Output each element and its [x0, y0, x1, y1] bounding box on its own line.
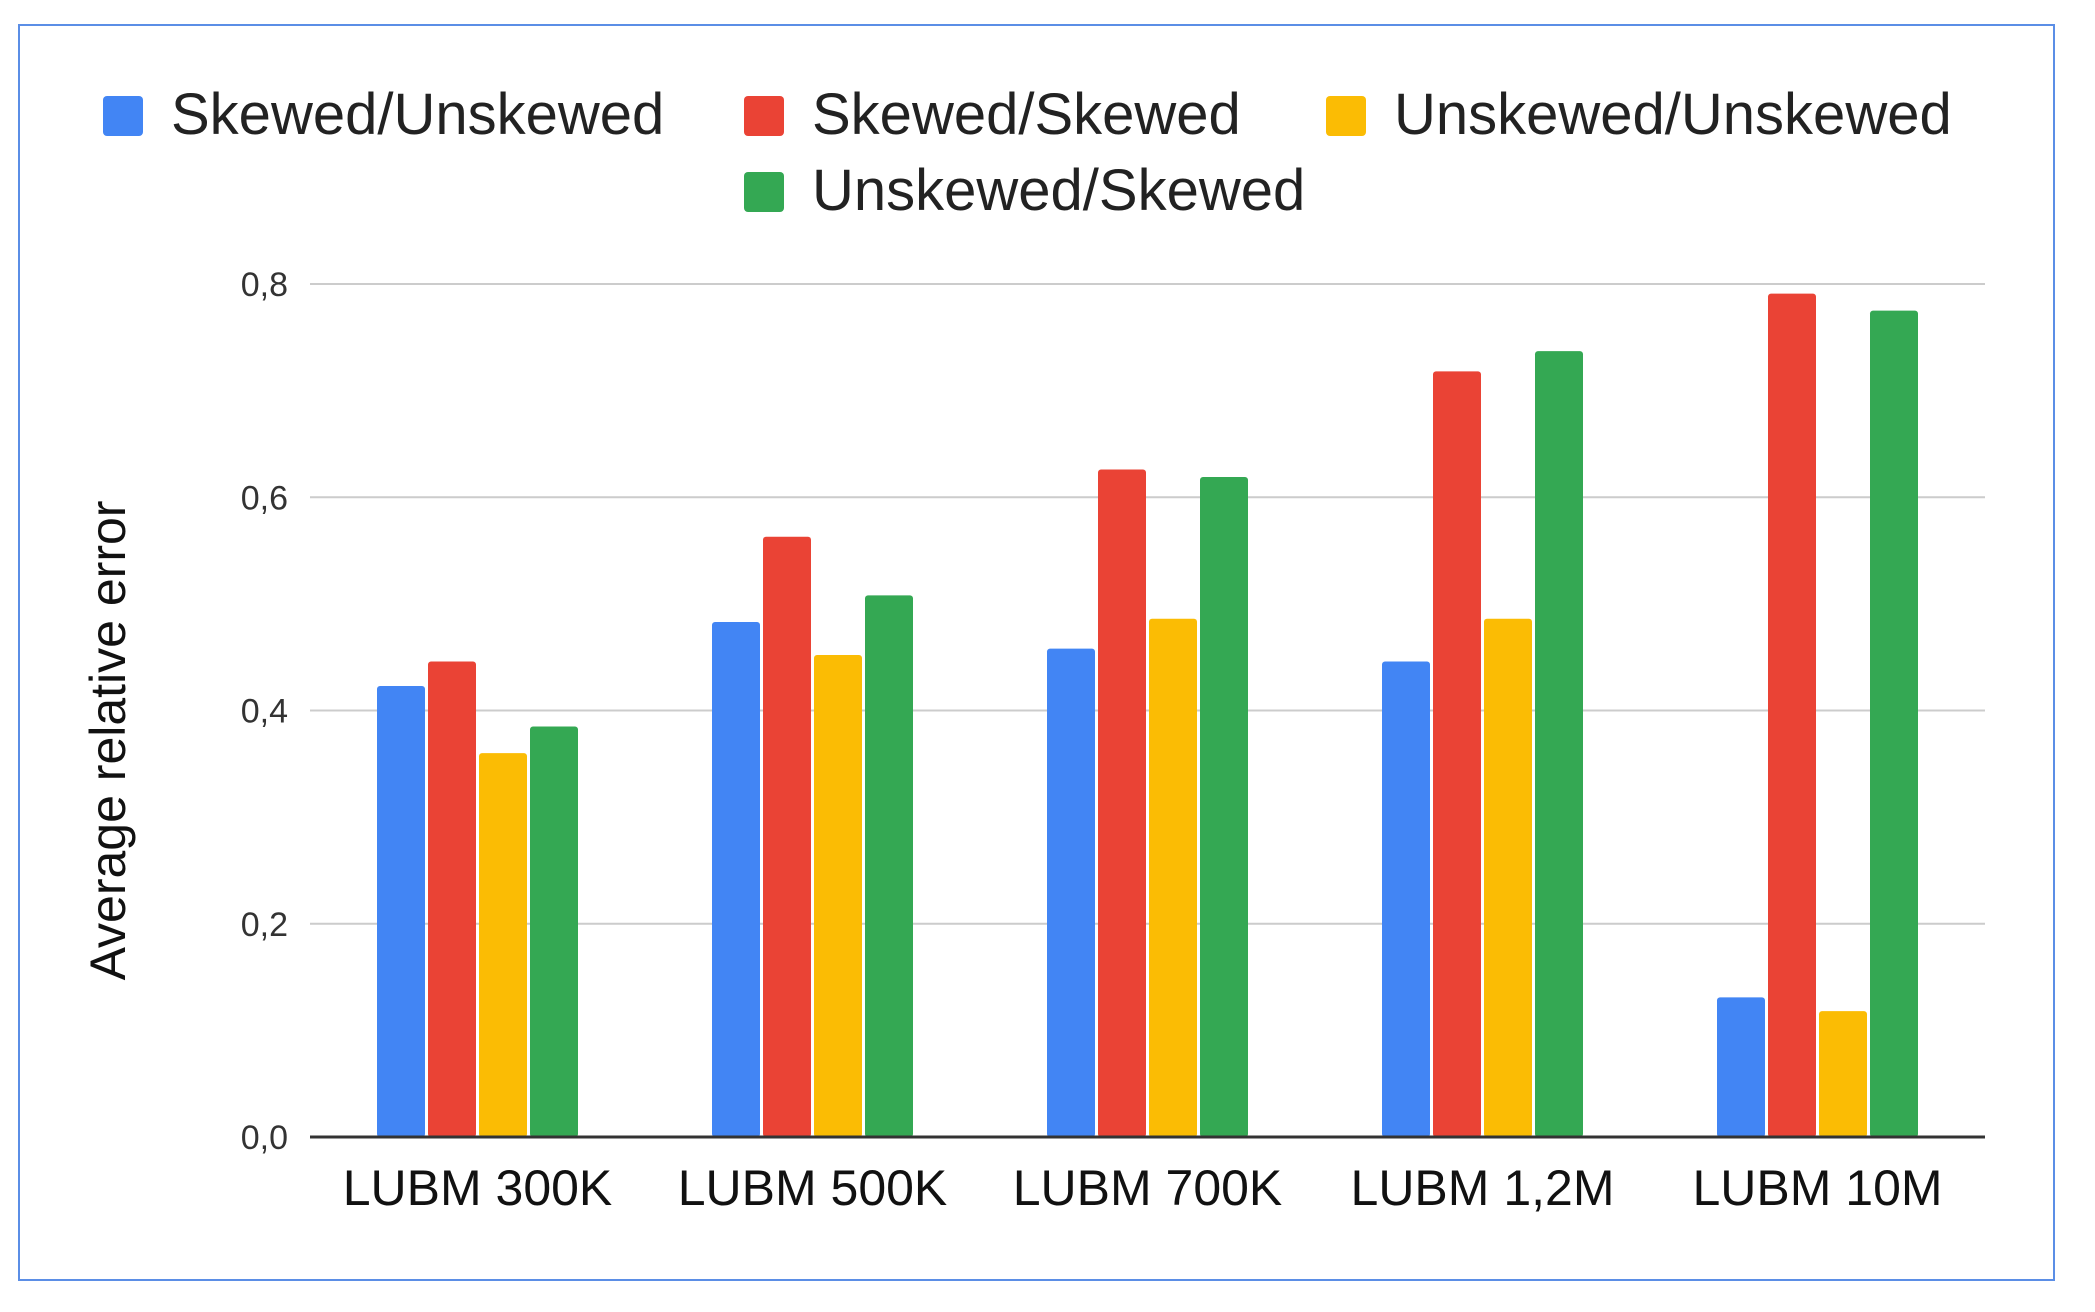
bar-unskewed-skewed-lubm-300k [530, 726, 578, 1137]
category-label: LUBM 700K [1013, 1160, 1283, 1216]
legend: Skewed/Unskewed Skewed/Skewed Unskewed/Uns… [103, 82, 1952, 223]
category-labels: LUBM 300K LUBM 500K LUBM 700K LUBM 1,2M LUBM… [343, 1160, 1943, 1216]
bar-unskewed-unskewed-lubm-10m [1819, 1011, 1867, 1137]
y-tick-labels: 0,0 0,2 0,4 0,6 0,8 [241, 266, 288, 1157]
y-axis-title: Average relative error [80, 501, 136, 981]
bar-skewed-skewed-lubm-10m [1768, 293, 1816, 1137]
bar-unskewed-skewed-lubm-500k [865, 595, 913, 1137]
category-label: LUBM 300K [343, 1160, 613, 1216]
y-tick-label: 0,2 [241, 906, 288, 944]
legend-item-skewed-skewed: Skewed/Skewed [744, 82, 1241, 147]
bar-unskewed-unskewed-lubm-700k [1149, 618, 1197, 1137]
bar-unskewed-skewed-lubm-1-2m [1535, 351, 1583, 1138]
category-label: LUBM 500K [678, 1160, 948, 1216]
legend-label: Skewed/Unskewed [171, 82, 664, 147]
legend-swatch [103, 96, 143, 136]
category-label: LUBM 1,2M [1351, 1160, 1615, 1216]
bar-skewed-unskewed-lubm-700k [1047, 648, 1095, 1137]
bar-unskewed-unskewed-lubm-300k [479, 753, 527, 1137]
chart-frame [18, 24, 2055, 1281]
category-label: LUBM 10M [1692, 1160, 1942, 1216]
legend-swatch [744, 96, 784, 136]
bar-unskewed-skewed-lubm-10m [1870, 310, 1918, 1137]
bar-skewed-unskewed-lubm-1-2m [1382, 661, 1430, 1137]
legend-item-unskewed-skewed: Unskewed/Skewed [744, 158, 1305, 223]
bar-unskewed-skewed-lubm-700k [1200, 476, 1248, 1138]
bar-skewed-skewed-lubm-500k [763, 536, 811, 1137]
bar-skewed-skewed-lubm-1-2m [1433, 371, 1481, 1137]
y-tick-label: 0,6 [241, 479, 288, 517]
legend-swatch [744, 172, 784, 212]
bar-skewed-skewed-lubm-300k [428, 661, 476, 1137]
legend-label: Skewed/Skewed [812, 82, 1241, 147]
legend-swatch [1326, 96, 1366, 136]
y-tick-label: 0,8 [241, 266, 288, 304]
bar-unskewed-unskewed-lubm-1-2m [1484, 618, 1532, 1137]
bar-skewed-unskewed-lubm-500k [712, 622, 760, 1137]
bar-skewed-skewed-lubm-700k [1098, 469, 1146, 1138]
bar-skewed-unskewed-lubm-10m [1717, 997, 1765, 1137]
gridlines [310, 283, 1985, 925]
y-tick-label: 0,0 [241, 1119, 288, 1157]
y-tick-label: 0,4 [241, 693, 288, 731]
legend-item-unskewed-unskewed: Unskewed/Unskewed [1326, 82, 1952, 147]
bars [377, 293, 1918, 1138]
bar-unskewed-unskewed-lubm-500k [814, 655, 862, 1137]
bar-skewed-unskewed-lubm-300k [377, 685, 425, 1137]
legend-label: Unskewed/Skewed [812, 158, 1305, 223]
legend-item-skewed-unskewed: Skewed/Unskewed [103, 82, 664, 147]
legend-label: Unskewed/Unskewed [1394, 82, 1952, 147]
